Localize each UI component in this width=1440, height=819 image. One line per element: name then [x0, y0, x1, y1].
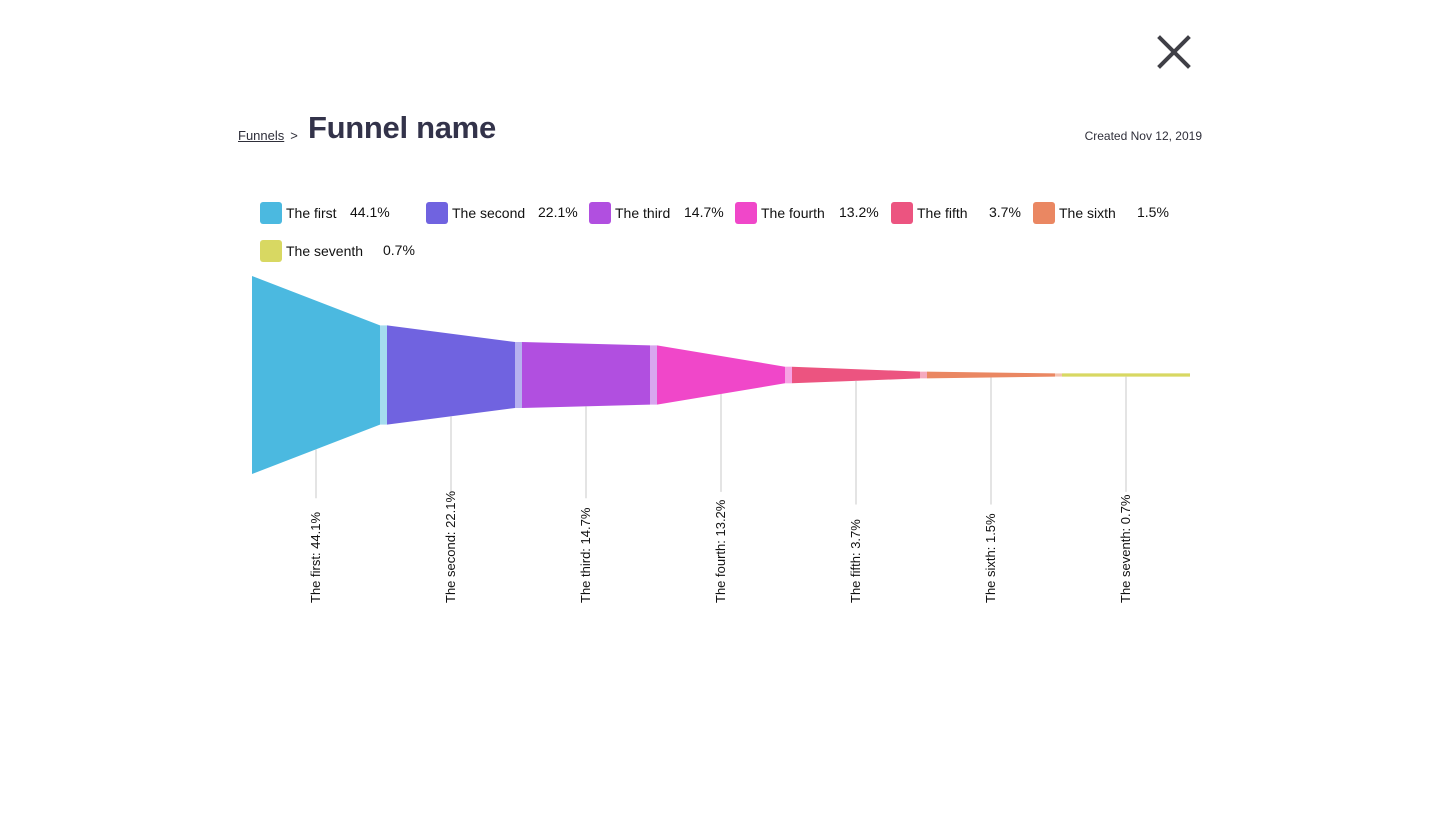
legend-label: The sixth [1059, 205, 1116, 221]
legend-label: The fifth [917, 205, 968, 221]
breadcrumb-link-funnels[interactable]: Funnels [238, 128, 285, 143]
funnel-segment-the-third[interactable] [522, 342, 650, 408]
page-title: Funnel name [308, 110, 496, 145]
legend-swatch [589, 202, 611, 224]
funnel-segments [252, 276, 1190, 474]
funnel-segment-the-second[interactable] [387, 325, 515, 425]
legend-label: The second [452, 205, 526, 221]
legend-item-the-second[interactable]: The second 22.1% [426, 201, 578, 225]
legend-value: 1.5% [1137, 204, 1169, 220]
funnel-connector-the-first [380, 325, 387, 425]
created-date: Created Nov 12, 2019 [1084, 129, 1202, 143]
legend-value: 3.7% [989, 204, 1021, 220]
funnel-chart: The first: 44.1% The second: 22.1% The thi… [252, 276, 1190, 603]
page-header: Funnels > Funnel name Created Nov 12, 201… [238, 110, 1202, 154]
funnel-segment-the-fourth[interactable] [657, 345, 785, 405]
legend-swatch [260, 240, 282, 262]
funnel-segment-the-seventh[interactable] [1062, 373, 1190, 377]
breadcrumb: Funnels > [238, 128, 298, 143]
label-leader-lines [315, 376, 1127, 505]
legend-value: 13.2% [839, 204, 879, 220]
funnel-segment-the-first[interactable] [252, 276, 380, 474]
legend-value: 22.1% [538, 204, 578, 220]
data-label-the-seventh: The seventh: 0.7% [1118, 494, 1133, 603]
data-label-the-fourth: The fourth: 13.2% [713, 499, 728, 603]
data-label-the-sixth: The sixth: 1.5% [983, 513, 998, 603]
data-label-the-second: The second: 22.1% [443, 491, 458, 603]
close-button[interactable] [1152, 30, 1196, 74]
funnel-connector-the-sixth [1055, 373, 1062, 377]
legend-value: 0.7% [383, 242, 415, 258]
data-labels: The first: 44.1% The second: 22.1% The thi… [308, 491, 1133, 603]
data-label-the-third: The third: 14.7% [578, 507, 593, 603]
legend-item-the-fourth[interactable]: The fourth 13.2% [735, 201, 879, 225]
legend-swatch [260, 202, 282, 224]
data-label-the-first: The first: 44.1% [308, 512, 323, 603]
funnel-connector-the-fifth [920, 371, 927, 379]
funnel-segment-the-fifth[interactable] [792, 366, 920, 384]
legend-label: The first [286, 205, 337, 221]
legend-swatch [426, 202, 448, 224]
legend-swatch [891, 202, 913, 224]
legend-label: The seventh [286, 243, 364, 259]
funnel-connector-the-fourth [785, 366, 792, 384]
legend-item-the-fifth[interactable]: The fifth 3.7% [891, 201, 1021, 225]
funnel-connector-the-third [650, 345, 657, 405]
legend-swatch [1033, 202, 1055, 224]
close-icon [1157, 35, 1191, 69]
funnel-connector-the-second [515, 342, 522, 408]
legend-value: 44.1% [350, 204, 390, 220]
legend-label: The third [615, 205, 671, 221]
data-label-the-fifth: The fifth: 3.7% [848, 519, 863, 603]
legend-item-the-seventh[interactable]: The seventh 0.7% [260, 239, 415, 263]
funnel-segment-the-sixth[interactable] [927, 371, 1055, 379]
legend-label: The fourth [761, 205, 825, 221]
legend-item-the-first[interactable]: The first 44.1% [260, 201, 390, 225]
legend-item-the-sixth[interactable]: The sixth 1.5% [1033, 201, 1169, 225]
legend-value: 14.7% [684, 204, 724, 220]
legend-swatch [735, 202, 757, 224]
legend-item-the-third[interactable]: The third 14.7% [589, 201, 724, 225]
breadcrumb-separator: > [290, 128, 298, 143]
